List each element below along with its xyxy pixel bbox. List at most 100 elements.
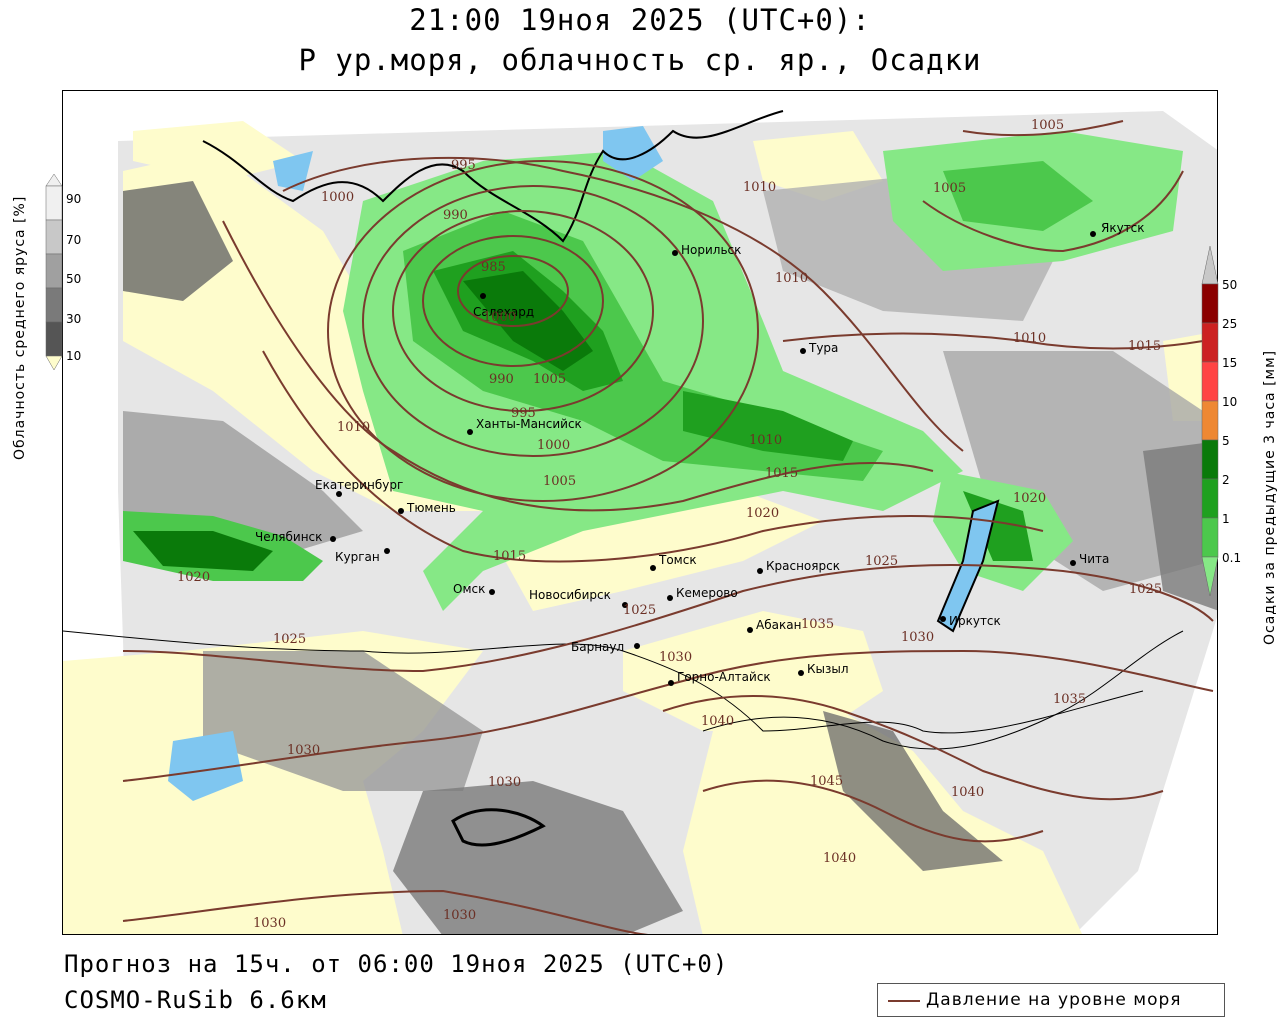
svg-text:Тюмень: Тюмень bbox=[406, 501, 456, 515]
isobars bbox=[122, 120, 1214, 934]
map-title-fields: P ур.моря, облачность ср. яр., Осадки bbox=[298, 43, 982, 77]
svg-text:1025: 1025 bbox=[865, 554, 898, 569]
cloud-band-south bbox=[203, 651, 483, 791]
svg-text:1035: 1035 bbox=[1053, 692, 1086, 707]
precip-band-east bbox=[683, 391, 853, 461]
border-kazakhstan bbox=[63, 630, 1144, 734]
svg-text:1040: 1040 bbox=[701, 714, 734, 729]
border-mongolia bbox=[702, 630, 1184, 750]
city-kyzyl: Кызыл bbox=[798, 662, 849, 676]
precip-tick-5: 5 bbox=[1222, 434, 1230, 448]
svg-text:Якутск: Якутск bbox=[1101, 221, 1145, 235]
svg-text:Омск: Омск bbox=[453, 582, 485, 596]
cloud-tick-70: 70 bbox=[66, 233, 82, 247]
city-chita: Чита bbox=[1070, 552, 1109, 566]
svg-text:Томск: Томск bbox=[658, 553, 697, 567]
svg-text:1005: 1005 bbox=[933, 181, 966, 196]
svg-text:1010: 1010 bbox=[749, 433, 782, 448]
city-markers: Салехард Норильск Якутск Тура Ханты-Манс… bbox=[255, 221, 1145, 686]
svg-text:1000: 1000 bbox=[321, 190, 354, 205]
city-abakan: Абакан bbox=[747, 618, 801, 633]
svg-text:1040: 1040 bbox=[823, 851, 856, 866]
svg-text:Салехард: Салехард bbox=[473, 305, 534, 319]
precip-tick-15: 15 bbox=[1222, 356, 1238, 370]
pressure-legend-label: Давление на уровне моря bbox=[926, 990, 1182, 1010]
svg-text:1005: 1005 bbox=[533, 372, 566, 387]
svg-text:1005: 1005 bbox=[543, 474, 576, 489]
svg-text:Тура: Тура bbox=[808, 341, 838, 355]
svg-text:1025: 1025 bbox=[623, 603, 656, 618]
city-novosibirsk: Новосибирск bbox=[529, 588, 628, 608]
svg-text:995: 995 bbox=[511, 406, 536, 421]
svg-text:1015: 1015 bbox=[493, 549, 526, 564]
cloud-tick-50: 50 bbox=[66, 272, 82, 286]
city-irkutsk: Иркутск bbox=[940, 614, 1001, 628]
svg-text:990: 990 bbox=[443, 208, 468, 223]
svg-text:1010: 1010 bbox=[743, 180, 776, 195]
coastline bbox=[202, 110, 784, 243]
precip-tick-10: 10 bbox=[1222, 395, 1238, 409]
pressure-legend: Давление на уровне моря bbox=[877, 983, 1225, 1017]
city-kemerovo: Кемерово bbox=[667, 586, 738, 601]
svg-text:1045: 1045 bbox=[810, 774, 843, 789]
svg-text:1000: 1000 bbox=[537, 438, 570, 453]
svg-text:Кемерово: Кемерово bbox=[676, 586, 738, 600]
forecast-info: Прогноз на 15ч. от 06:00 19ноя 2025 (UTC… bbox=[64, 950, 729, 978]
precip-tick-1: 1 bbox=[1222, 512, 1230, 526]
city-khanty-mansiysk: Ханты-Мансийск bbox=[467, 417, 582, 435]
lake-outline-south bbox=[451, 808, 546, 847]
water-kara bbox=[273, 151, 313, 191]
city-norilsk: Норильск bbox=[672, 243, 741, 257]
map-canvas: Салехард Норильск Якутск Тура Ханты-Манс… bbox=[63, 91, 1217, 934]
svg-text:1030: 1030 bbox=[659, 650, 692, 665]
svg-text:Курган: Курган bbox=[335, 550, 380, 564]
svg-text:Красноярск: Красноярск bbox=[766, 559, 840, 573]
svg-text:995: 995 bbox=[451, 158, 476, 173]
precip-tick-0-1: 0.1 bbox=[1222, 551, 1242, 565]
svg-text:1020: 1020 bbox=[1013, 491, 1046, 506]
city-barnaul: Барнаул bbox=[571, 640, 640, 654]
city-gorno-altaysk: Горно-Алтайск bbox=[668, 670, 771, 686]
city-omsk: Омск bbox=[453, 582, 495, 596]
svg-text:1030: 1030 bbox=[443, 908, 476, 923]
cloud-tick-30: 30 bbox=[66, 312, 82, 326]
cloud-dark-patch-2 bbox=[1143, 441, 1217, 611]
svg-text:1000: 1000 bbox=[483, 310, 516, 325]
svg-text:1015: 1015 bbox=[1128, 339, 1161, 354]
city-tyumen: Тюмень bbox=[398, 501, 456, 515]
city-tomsk: Томск bbox=[650, 553, 697, 571]
isobar-labels: 1005 995 1000 1010 1005 990 985 990 995 … bbox=[177, 118, 1162, 931]
cloud-tick-90: 90 bbox=[66, 192, 82, 206]
svg-text:1015: 1015 bbox=[765, 466, 798, 481]
precip-tick-50: 50 bbox=[1222, 278, 1238, 292]
cloud-colorbar-label: Облачность среднего яруса [%] bbox=[12, 195, 28, 460]
svg-text:Новосибирск: Новосибирск bbox=[529, 588, 611, 602]
svg-text:1030: 1030 bbox=[901, 630, 934, 645]
svg-text:1025: 1025 bbox=[273, 632, 306, 647]
precip-heavy-core bbox=[463, 271, 593, 371]
cloud-colorbar-swatches bbox=[45, 174, 63, 371]
svg-text:985: 985 bbox=[481, 260, 506, 275]
svg-text:1025: 1025 bbox=[1129, 582, 1162, 597]
city-yekaterinburg: Екатеринбург bbox=[315, 478, 403, 497]
map-title-time: 21:00 19ноя 2025 (UTC+0): bbox=[409, 3, 871, 37]
svg-text:1030: 1030 bbox=[488, 775, 521, 790]
cloud-tick-10: 10 bbox=[66, 349, 82, 363]
water-balkhash bbox=[168, 731, 243, 801]
svg-text:1010: 1010 bbox=[337, 420, 370, 435]
city-krasnoyarsk: Красноярск bbox=[757, 559, 840, 574]
city-chelyabinsk: Челябинск bbox=[255, 530, 336, 544]
pressure-legend-line bbox=[888, 1000, 920, 1002]
svg-text:1010: 1010 bbox=[775, 271, 808, 286]
cloud-dark-patch-1 bbox=[123, 181, 233, 301]
water-ob-gulf bbox=[603, 126, 663, 181]
model-name: COSMO-RuSib 6.6км bbox=[64, 986, 327, 1014]
weather-map[interactable]: Салехард Норильск Якутск Тура Ханты-Манс… bbox=[62, 90, 1218, 935]
city-salekhard: Салехард bbox=[473, 293, 534, 319]
svg-text:1040: 1040 bbox=[951, 785, 984, 800]
clear-area-northwest bbox=[133, 121, 303, 181]
svg-text:Чита: Чита bbox=[1079, 552, 1109, 566]
city-tura: Тура bbox=[800, 341, 838, 355]
svg-text:Челябинск: Челябинск bbox=[255, 530, 322, 544]
svg-text:Барнаул: Барнаул bbox=[571, 640, 624, 654]
